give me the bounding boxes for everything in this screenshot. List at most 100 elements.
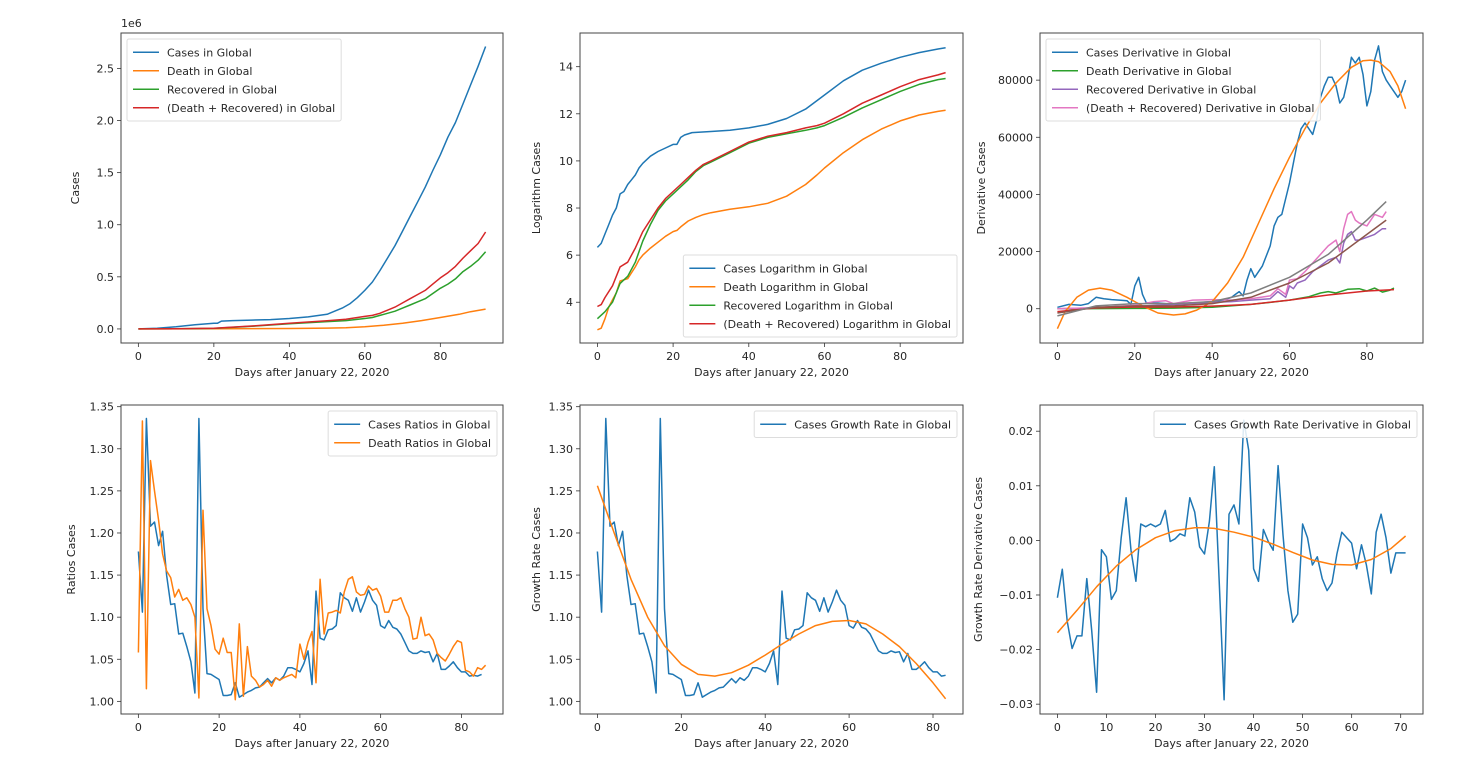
x-tick-label: 20 [666, 350, 680, 363]
legend: Cases Ratios in Global Death Ratios in Gl… [327, 410, 498, 457]
series-line-death-ratios-in-global [137, 420, 487, 701]
axes-frame [120, 404, 504, 715]
y-tick-label: 8 [566, 202, 573, 215]
y-tick-label: 1.25 [549, 485, 574, 498]
legend-label: Cases Ratios in Global [368, 418, 490, 431]
legend-label: Cases Logarithm in Global [723, 262, 867, 275]
legend-box [126, 38, 342, 122]
legend-label: Cases Growth Rate in Global [794, 418, 951, 431]
legend: Cases Derivative in Global Death Derivati… [1045, 38, 1321, 122]
subplot-cases: 0 20 40 60 80 0.0 0.5 1.0 1.5 2.0 2.5 Days after Ja… [69, 17, 504, 379]
x-axis-label: Days after January 22, 2020 [235, 737, 390, 750]
y-tick-label: 60000 [998, 131, 1033, 144]
x-tick-label: 0 [135, 721, 142, 734]
legend-label: Cases Derivative in Global [1086, 46, 1231, 59]
x-tick-label: 40 [1205, 350, 1219, 363]
plot-area [137, 417, 487, 701]
y-tick-label: 2.5 [97, 62, 115, 75]
subplot-derivative: 0 20 40 60 80 0 20000 40000 60000 80000 Days after… [975, 32, 1424, 379]
y-axis-label: Derivative Cases [975, 141, 988, 234]
plot-area [1056, 45, 1407, 330]
x-tick-label: 60 [817, 350, 831, 363]
y-tick-label: 0 [1026, 303, 1033, 316]
x-tick-label: 20 [674, 721, 688, 734]
x-tick-label: 0 [594, 350, 601, 363]
y-tick-label: 1.5 [97, 167, 115, 180]
y-tick-label: 1.0 [97, 219, 115, 232]
subplot-logarithm: 0 20 40 60 80 4 6 8 10 12 14 Days after January 22,… [530, 32, 964, 379]
x-tick-label: 40 [758, 721, 772, 734]
legend-item: Death Ratios in Global [334, 437, 491, 450]
x-axis-label: Days after January 22, 2020 [694, 366, 849, 379]
legend-label: Recovered in Global [167, 83, 277, 96]
subplot-growth_rate: 0 20 40 60 80 1.00 1.05 1.10 1.15 1.20 1.25 1.30 1.3… [530, 401, 964, 750]
legend-box [682, 254, 958, 338]
legend-label: Death Ratios in Global [368, 437, 491, 450]
x-tick-label: 60 [1345, 721, 1359, 734]
legend-box [327, 410, 498, 457]
x-tick-label: 60 [374, 721, 388, 734]
plot-area [596, 417, 947, 700]
series-line-recovered-in-global [138, 251, 487, 330]
legend-item: Cases Growth Rate Derivative in Global [1159, 418, 1411, 431]
y-tick-label: 80000 [998, 74, 1033, 87]
series-line-cases-derivative-in-global [1057, 45, 1407, 309]
x-tick-label: 60 [842, 721, 856, 734]
y-axis-label: Growth Rate Derivative Cases [972, 477, 985, 642]
x-tick-label: 20 [207, 350, 221, 363]
x-tick-label: 80 [926, 721, 940, 734]
y-tick-label: −0.03 [999, 698, 1033, 711]
y-axis-label: Cases [69, 171, 82, 204]
series-line-death-in-global [138, 308, 486, 330]
legend-item: Recovered Logarithm in Global [689, 299, 893, 312]
y-tick-label: 1.15 [90, 569, 115, 582]
legend-item: Cases Growth Rate in Global [760, 418, 951, 431]
series-line-death-derivative-in-global [1057, 287, 1395, 310]
x-tick-label: 80 [893, 350, 907, 363]
y-tick-label: −0.02 [999, 644, 1033, 657]
series-line-cases-growth-rate-derivative-in-global [1056, 419, 1406, 701]
series-line-recovered-fit [1057, 219, 1387, 314]
y-tick-label: 10 [559, 155, 573, 168]
y-tick-label: 1.35 [549, 401, 574, 414]
y-tick-label: 12 [559, 108, 573, 121]
axes-frame [579, 32, 964, 344]
y-tick-label: 1.00 [549, 695, 574, 708]
series-line-cases-growth-rate-in-global [596, 417, 946, 698]
legend-label: Cases in Global [167, 46, 252, 59]
legend-box [1153, 410, 1418, 438]
x-tick-label: 80 [433, 350, 447, 363]
x-tick-label: 40 [742, 350, 756, 363]
legend-item: Death Logarithm in Global [689, 281, 868, 294]
legend: Cases Growth Rate in Global [753, 410, 958, 438]
y-tick-label: 1.10 [549, 611, 574, 624]
legend-label: Death in Global [167, 65, 252, 78]
x-tick-label: 80 [454, 721, 468, 734]
legend-item: Death Derivative in Global [1052, 65, 1232, 78]
y-tick-label: 0.00 [1009, 534, 1034, 547]
y-tick-label: 14 [559, 61, 573, 74]
series-line-cases-in-global [138, 46, 487, 330]
y-tick-label: 1.30 [549, 443, 574, 456]
x-tick-label: 60 [358, 350, 372, 363]
y-tick-label: 1.05 [90, 653, 115, 666]
axes-frame [1039, 404, 1424, 715]
subplot-ratios: 0 20 40 60 80 1.00 1.05 1.10 1.15 1.20 1.25 1.30 1.3… [65, 401, 504, 750]
x-tick-label: 20 [1148, 721, 1162, 734]
legend-item: Cases in Global [133, 46, 252, 59]
legend: Cases Logarithm in Global Death Logarithm… [682, 254, 958, 338]
y-tick-label: 1.25 [90, 485, 115, 498]
axes-frame [120, 32, 504, 344]
x-tick-label: 40 [282, 350, 296, 363]
legend-box [753, 410, 958, 438]
legend-label: Death Logarithm in Global [723, 281, 868, 294]
y-tick-label: 1.10 [90, 611, 115, 624]
legend-item: Death in Global [133, 65, 252, 78]
x-tick-label: 20 [212, 721, 226, 734]
legend-label: Cases Growth Rate Derivative in Global [1194, 418, 1411, 431]
legend-label: Recovered Logarithm in Global [723, 299, 893, 312]
subplot-growth_rate_derivative: 0 10 20 30 40 50 60 70 −0.03 −0.02 −0.01 0.00 0.01 0.… [972, 404, 1424, 750]
y-tick-label: 0.5 [97, 271, 115, 284]
series-line-death-fit [1057, 288, 1395, 313]
legend-label: Recovered Derivative in Global [1086, 83, 1256, 96]
